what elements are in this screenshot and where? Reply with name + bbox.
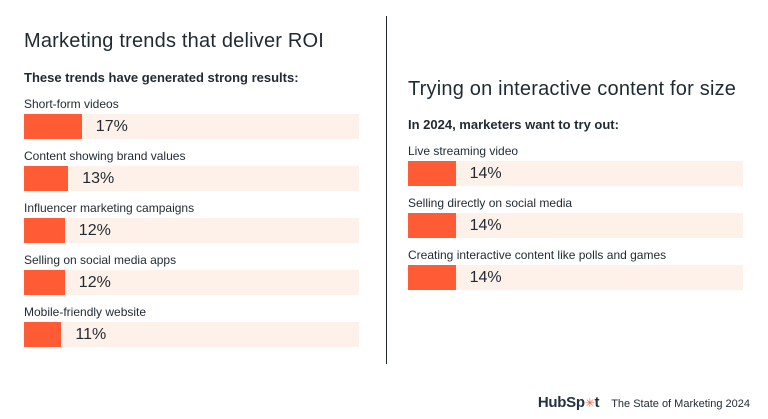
bar [24,114,82,139]
roi-trends-chart: Short-form videos 17% Content showing bran… [24,97,364,347]
roi-trends-panel: Marketing trends that deliver ROI These … [24,30,364,347]
footer: HubSp✳t The State of Marketing 2024 [538,394,750,411]
bar-track: 12% [24,218,359,243]
bar [408,161,456,186]
bar [24,166,69,191]
roi-trends-title: Marketing trends that deliver ROI [24,30,325,52]
bar-value-label: 14% [469,216,502,234]
interactive-content-panel: Trying on interactive content for size I… [408,78,753,290]
bar-track: 13% [24,166,359,191]
report-name: The State of Marketing 2024 [611,398,750,410]
bar [24,270,65,295]
bar [408,213,456,238]
bar-value-label: 14% [469,164,502,182]
bar [24,218,65,243]
bar [24,322,62,347]
bar-track: 14% [408,161,743,186]
bar-label: Mobile-friendly website [24,305,147,319]
bar-track: 14% [408,265,743,290]
bar-item: Influencer marketing campaigns 12% [24,201,364,243]
bar-item: Live streaming video 14% [408,144,753,186]
interactive-content-chart: Live streaming video 14% Selling directly … [408,144,753,290]
sprocket-icon: ✳ [584,396,595,410]
bar-label: Short-form videos [24,97,119,111]
bar-label: Influencer marketing campaigns [24,201,195,215]
bar-track: 12% [24,270,359,295]
bar-value-label: 11% [75,325,107,343]
bar-track: 11% [24,322,359,347]
bar-value-label: 17% [95,117,128,135]
bar-value-label: 14% [469,268,502,286]
roi-trends-subtitle: These trends have generated strong resul… [24,70,299,85]
bar-item: Creating interactive content like polls … [408,248,753,290]
bar-label: Selling directly on social media [408,196,573,210]
bar-value-label: 13% [82,169,115,187]
bar-track: 14% [408,213,743,238]
bar-item: Content showing brand values 13% [24,149,364,191]
bar-item: Mobile-friendly website 11% [24,305,364,347]
bar-label: Live streaming video [408,144,519,158]
interactive-content-subtitle: In 2024, marketers want to try out: [408,117,619,132]
bar-item: Selling on social media apps 12% [24,253,364,295]
bar [408,265,456,290]
bar-label: Content showing brand values [24,149,186,163]
bar-item: Selling directly on social media 14% [408,196,753,238]
hubspot-logo: HubSp✳t [537,394,600,411]
panel-divider [386,16,387,364]
bar-value-label: 12% [78,273,111,291]
interactive-content-title: Trying on interactive content for size [408,78,737,100]
bar-label: Selling on social media apps [24,253,177,267]
bar-track: 17% [24,114,359,139]
bar-value-label: 12% [78,221,111,239]
bar-label: Creating interactive content like polls … [408,248,667,262]
bar-item: Short-form videos 17% [24,97,364,139]
